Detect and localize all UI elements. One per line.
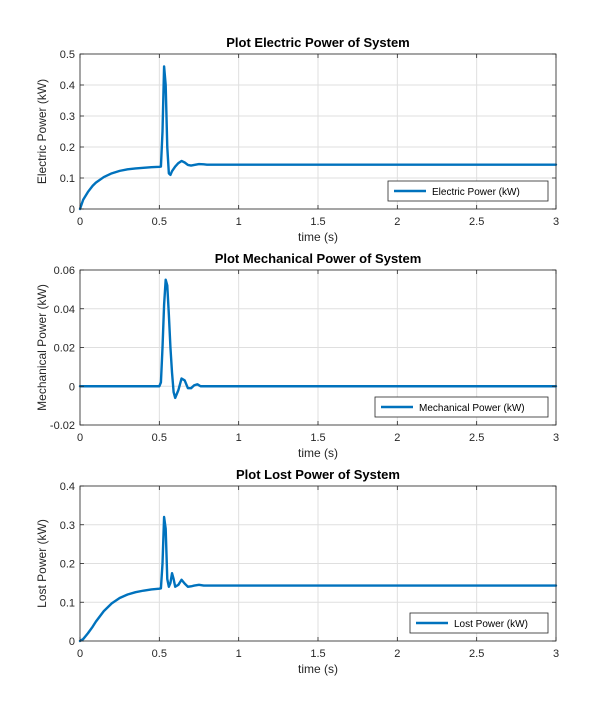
x-tick-label: 1.5 [310,432,325,444]
x-tick-label: 0.5 [152,648,167,660]
subplot-3: 0 0.5 1 1.5 2 2.5 3 0 0.1 0.2 0.3 0.4 Plot Lost Powe… [35,467,559,676]
subplot-1: 0 0.5 1 1.5 2 2.5 3 0 0.1 0.2 0.3 0.4 0.5 Plot Electr… [35,35,559,244]
x-tick-label: 1 [236,432,242,444]
x-tick-label: 0.5 [152,216,167,228]
y-tick-label: 0.3 [60,111,75,123]
x-tick-label: 2 [394,216,400,228]
x-tick-label: 2.5 [469,432,484,444]
y-axis-label: Mechanical Power (kW) [35,284,49,411]
x-tick-label: 0 [77,648,83,660]
chart-title: Plot Lost Power of System [236,467,400,482]
y-tick-label: 0.4 [60,481,75,493]
x-tick-label: 0 [77,216,83,228]
y-tick-label: 0 [69,381,75,393]
x-tick-label: 2 [394,432,400,444]
legend: Electric Power (kW) [387,180,549,202]
y-tick-label: 0.04 [54,304,75,316]
legend-box [409,612,549,634]
y-tick-label: 0 [69,204,75,216]
legend: Lost Power (kW) [409,612,549,634]
series-line [78,515,558,643]
x-tick-label: 1 [236,216,242,228]
chart-title: Plot Electric Power of System [226,35,410,50]
x-tick-label: 2 [394,648,400,660]
legend-box [374,396,549,418]
x-tick-label: 3 [553,216,559,228]
x-axis-label: time (s) [298,662,338,676]
y-axis-label: Electric Power (kW) [35,79,49,184]
x-axis-label: time (s) [298,446,338,460]
y-tick-label: 0.1 [60,173,75,185]
y-tick-label: 0.1 [60,597,75,609]
x-tick-label: 0 [77,432,83,444]
series-line [78,278,558,400]
y-tick-label: 0.06 [54,265,75,277]
y-tick-label: 0 [69,636,75,648]
legend-label: Lost Power (kW) [454,619,528,630]
y-tick-label: 0.02 [54,343,75,355]
x-tick-label: 1.5 [310,216,325,228]
x-tick-label: 1 [236,648,242,660]
y-tick-label: 0.4 [60,80,75,92]
x-tick-label: 2.5 [469,216,484,228]
chart-title: Plot Mechanical Power of System [215,251,422,266]
y-tick-label: 0.2 [60,559,75,571]
series-line [78,65,558,211]
y-tick-label: 0.2 [60,142,75,154]
legend-box [387,180,549,202]
legend: Mechanical Power (kW) [374,396,549,418]
x-tick-label: 0.5 [152,432,167,444]
x-tick-label: 1.5 [310,648,325,660]
x-axis-label: time (s) [298,230,338,244]
x-tick-label: 3 [553,648,559,660]
y-tick-label: 0.5 [60,49,75,61]
x-tick-label: 2.5 [469,648,484,660]
y-tick-label: 0.3 [60,520,75,532]
y-tick-label: -0.02 [50,420,75,432]
legend-label: Electric Power (kW) [432,187,520,198]
x-tick-label: 3 [553,432,559,444]
y-axis-label: Lost Power (kW) [35,519,49,608]
legend-label: Mechanical Power (kW) [419,403,525,414]
